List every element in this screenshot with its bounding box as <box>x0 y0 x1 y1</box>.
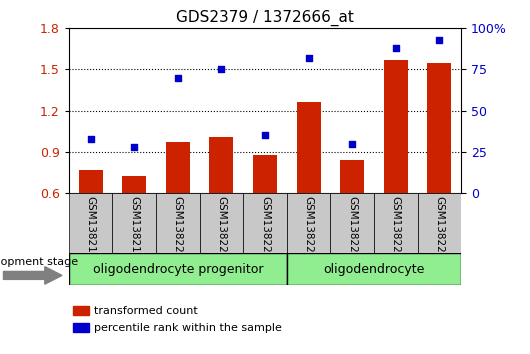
Bar <box>340 160 364 193</box>
FancyBboxPatch shape <box>374 193 418 253</box>
Point <box>130 144 138 150</box>
Text: GSM138222: GSM138222 <box>260 196 270 259</box>
FancyBboxPatch shape <box>112 193 156 253</box>
FancyBboxPatch shape <box>200 193 243 253</box>
Bar <box>297 102 321 193</box>
Point <box>217 67 226 72</box>
Bar <box>427 63 452 193</box>
Bar <box>209 137 233 193</box>
FancyBboxPatch shape <box>69 193 112 253</box>
Text: GSM138229: GSM138229 <box>434 196 444 259</box>
Text: GSM138220: GSM138220 <box>173 196 183 259</box>
Point <box>304 55 313 61</box>
FancyArrow shape <box>4 267 62 284</box>
Bar <box>166 142 190 193</box>
Point <box>174 75 182 81</box>
Point <box>261 132 269 138</box>
Bar <box>79 170 103 193</box>
Text: oligodendrocyte: oligodendrocyte <box>323 263 425 275</box>
Text: transformed count: transformed count <box>94 306 198 316</box>
Bar <box>122 177 146 193</box>
Bar <box>384 60 408 193</box>
Text: GSM138224: GSM138224 <box>347 196 357 259</box>
FancyBboxPatch shape <box>330 193 374 253</box>
Text: percentile rank within the sample: percentile rank within the sample <box>94 323 282 333</box>
Point <box>435 37 444 43</box>
Text: GSM138218: GSM138218 <box>86 196 96 259</box>
Bar <box>73 306 89 314</box>
Text: GSM138221: GSM138221 <box>216 196 226 259</box>
FancyBboxPatch shape <box>156 193 200 253</box>
FancyBboxPatch shape <box>287 193 330 253</box>
Bar <box>73 323 89 332</box>
Title: GDS2379 / 1372666_at: GDS2379 / 1372666_at <box>176 9 354 25</box>
FancyBboxPatch shape <box>243 193 287 253</box>
Text: oligodendrocyte progenitor: oligodendrocyte progenitor <box>93 263 263 275</box>
Point <box>86 136 95 142</box>
Text: GSM138219: GSM138219 <box>129 196 139 259</box>
FancyBboxPatch shape <box>418 193 461 253</box>
Text: development stage: development stage <box>0 257 78 267</box>
Bar <box>253 154 277 193</box>
Text: GSM138223: GSM138223 <box>304 196 314 259</box>
FancyBboxPatch shape <box>69 253 287 285</box>
FancyBboxPatch shape <box>287 253 461 285</box>
Text: GSM138225: GSM138225 <box>391 196 401 259</box>
Point <box>348 141 356 147</box>
Point <box>392 45 400 51</box>
